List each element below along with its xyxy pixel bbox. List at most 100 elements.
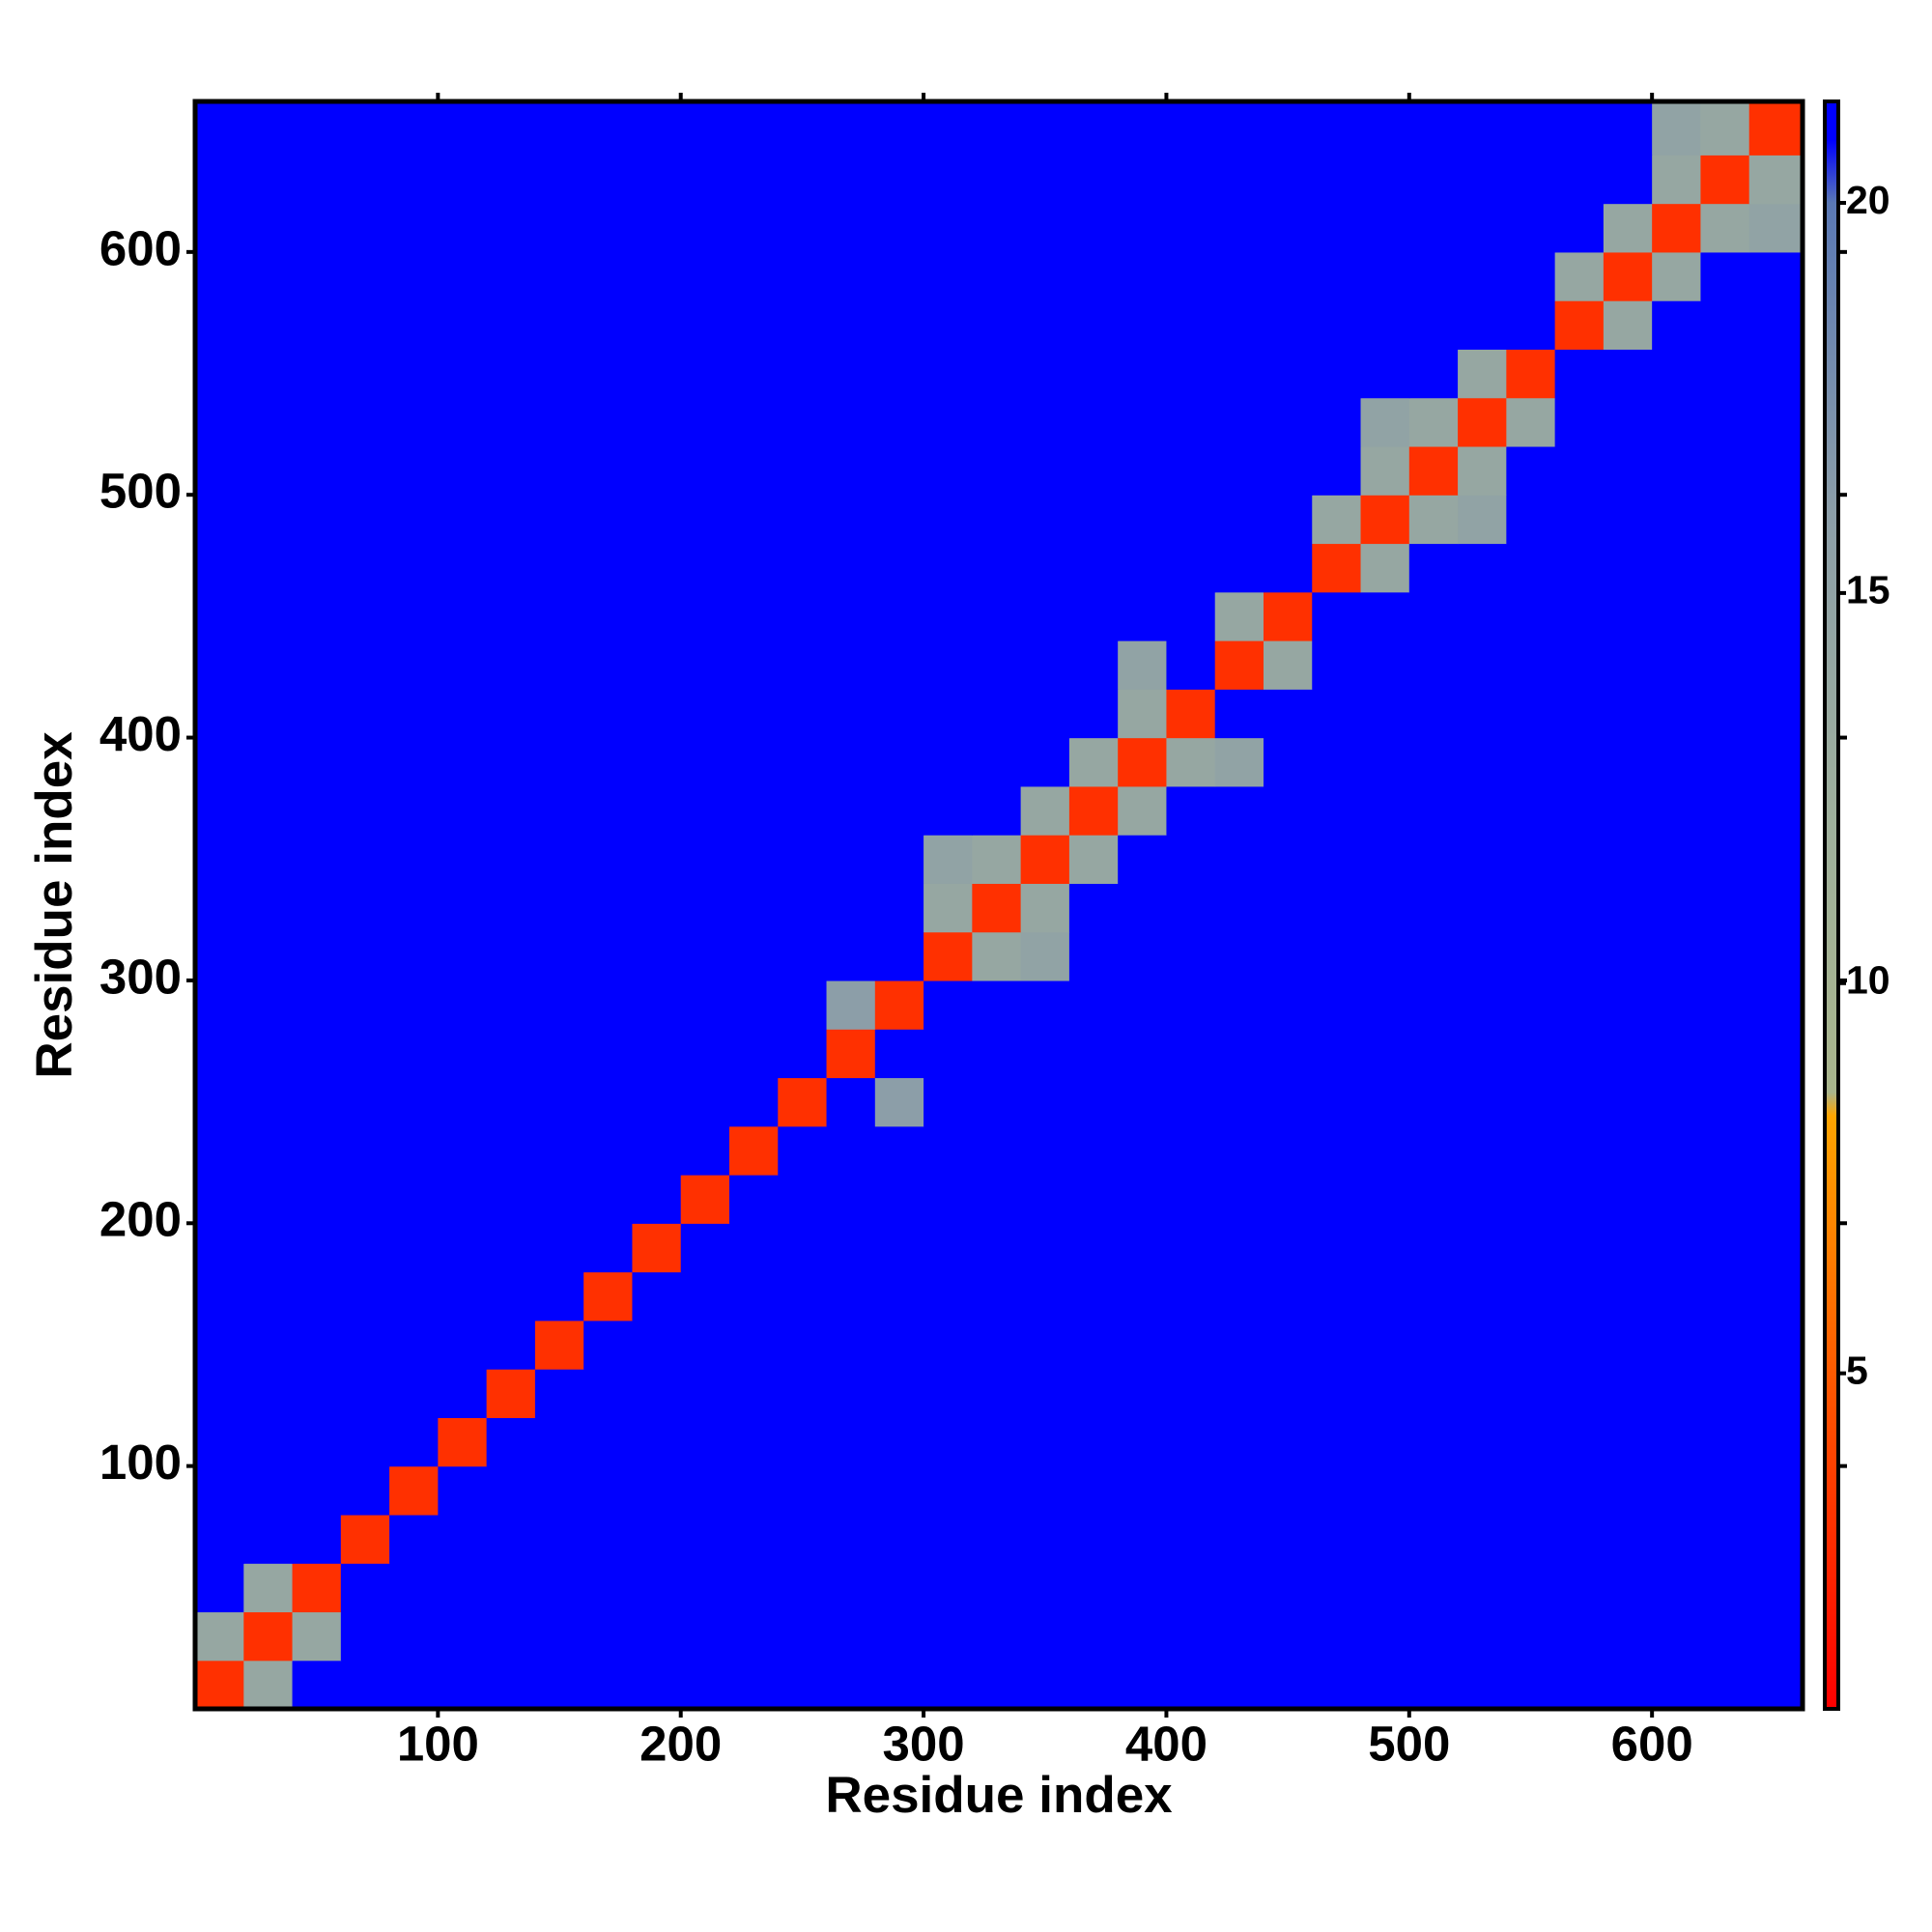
heatmap-cell (1603, 1175, 1653, 1224)
heatmap-cell (728, 1175, 779, 1224)
heatmap-cell (778, 397, 828, 447)
heatmap-cell (1652, 397, 1702, 447)
heatmap-cell (826, 835, 876, 884)
heatmap-cell (1068, 591, 1119, 641)
heatmap-cell (1214, 591, 1264, 641)
heatmap-cell (1214, 495, 1264, 545)
heatmap-cell (1020, 737, 1070, 787)
heatmap-cell (292, 495, 342, 545)
heatmap-cell (340, 397, 390, 447)
heatmap-cell (1458, 640, 1507, 690)
heatmap-cell (1603, 591, 1653, 641)
heatmap-cell (632, 1611, 682, 1662)
heatmap-cell (389, 1077, 439, 1127)
heatmap-cell (874, 349, 924, 399)
heatmap-cell (1263, 349, 1313, 399)
heatmap-cell (292, 445, 342, 496)
heatmap-cell (1408, 349, 1459, 399)
heatmap-cell (1360, 1320, 1410, 1370)
heatmap-cell (1700, 203, 1750, 253)
heatmap-cell (1166, 1077, 1216, 1127)
heatmap-cell (972, 1660, 1022, 1710)
heatmap-cell (972, 737, 1022, 787)
heatmap-cell (1458, 1465, 1507, 1516)
heatmap-cell (1506, 1369, 1556, 1418)
heatmap-cell (1748, 1465, 1804, 1516)
heatmap-cell (1554, 835, 1605, 884)
heatmap-cell (1748, 397, 1804, 447)
heatmap-cell (1312, 445, 1362, 496)
heatmap-cell (1214, 1660, 1264, 1710)
heatmap-cell (292, 1175, 342, 1224)
heatmap-cell (438, 1465, 488, 1516)
heatmap-cell (874, 1563, 924, 1613)
heatmap-cell (972, 689, 1022, 739)
heatmap-cell (1408, 1320, 1459, 1370)
heatmap-cell (340, 445, 390, 496)
heatmap-cell (1458, 1223, 1507, 1273)
heatmap-cell (728, 689, 779, 739)
heatmap-cell (680, 349, 730, 399)
heatmap-cell (972, 251, 1022, 301)
heatmap-cell (1700, 101, 1750, 156)
heatmap-cell (680, 1563, 730, 1613)
heatmap-cell (1603, 980, 1653, 1030)
heatmap-cell (243, 1660, 294, 1710)
heatmap-cell (1312, 835, 1362, 884)
heatmap-cell (1554, 785, 1605, 836)
heatmap-cell (583, 101, 634, 156)
heatmap-cell (340, 1417, 390, 1467)
heatmap-cell (632, 1271, 682, 1321)
heatmap-cell (1458, 1320, 1507, 1370)
heatmap-cell (1263, 155, 1313, 205)
heatmap-cell (583, 1563, 634, 1613)
heatmap-cell (486, 689, 536, 739)
heatmap-cell (1263, 1465, 1313, 1516)
heatmap-cell (1554, 203, 1605, 253)
heatmap-cell (923, 1465, 973, 1516)
heatmap-cell (583, 883, 634, 933)
heatmap-cell (1458, 1175, 1507, 1224)
heatmap-cell (583, 203, 634, 253)
heatmap-cell (486, 1029, 536, 1079)
heatmap-cell (389, 101, 439, 156)
heatmap-cell (1700, 1514, 1750, 1564)
heatmap-cell (1020, 591, 1070, 641)
heatmap-cell (1214, 155, 1264, 205)
heatmap-cell (1700, 835, 1750, 884)
heatmap-cell (923, 543, 973, 593)
heatmap-cell (534, 1369, 584, 1418)
y-tick-label: 500 (99, 464, 182, 519)
heatmap-cell (195, 445, 244, 496)
heatmap-cell (534, 495, 584, 545)
heatmap-cell (292, 543, 342, 593)
heatmap-cell (1506, 1660, 1556, 1710)
heatmap-cell (728, 1563, 779, 1613)
heatmap-cell (1652, 203, 1702, 253)
heatmap-cell (195, 1029, 244, 1079)
heatmap-cell (874, 397, 924, 447)
heatmap-cell (1700, 591, 1750, 641)
heatmap-cell (195, 203, 244, 253)
heatmap-cell (534, 1660, 584, 1710)
heatmap-cell (923, 1077, 973, 1127)
heatmap-cell (1408, 591, 1459, 641)
heatmap-cell (486, 1175, 536, 1224)
heatmap-cell (923, 835, 973, 884)
heatmap-cell (826, 1660, 876, 1710)
heatmap-cell (1360, 591, 1410, 641)
heatmap-cell (778, 101, 828, 156)
heatmap-cell (826, 300, 876, 350)
heatmap-cell (389, 155, 439, 205)
heatmap-cell (1506, 931, 1556, 981)
heatmap-cell (486, 883, 536, 933)
heatmap-cell (972, 1465, 1022, 1516)
heatmap-cell (1700, 980, 1750, 1030)
heatmap-cell (243, 1175, 294, 1224)
heatmap-cell (438, 251, 488, 301)
heatmap-cell (1652, 640, 1702, 690)
heatmap-cell (1408, 495, 1459, 545)
colorbar-tick-label: 5 (1846, 1348, 1868, 1392)
heatmap-cell (1748, 300, 1804, 350)
heatmap-cell (389, 1223, 439, 1273)
